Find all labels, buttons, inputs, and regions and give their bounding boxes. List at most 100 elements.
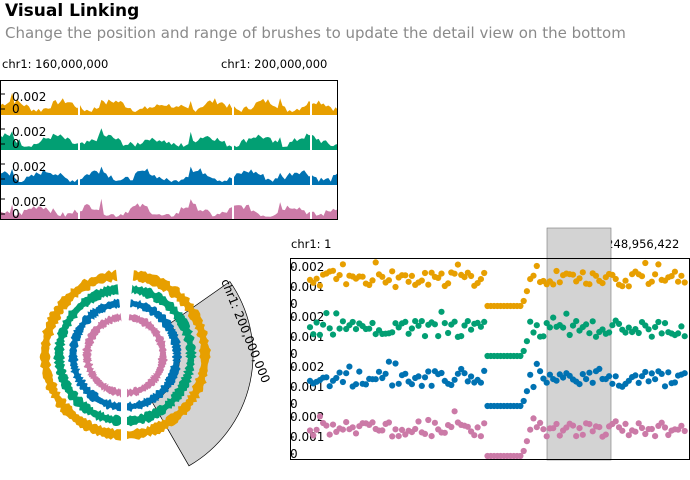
scatter-point [619,283,626,290]
scatter-point [612,275,619,283]
page-title: Visual Linking [5,1,140,21]
scatter-point [415,373,422,380]
scatter-point [652,324,659,331]
scatter-point [412,318,419,325]
track-gap [310,185,312,220]
scatter-point [606,329,613,336]
scatter-point [648,278,655,285]
scatter-point [326,383,333,390]
scatter-point [586,330,593,337]
scatter-point [415,322,422,329]
scatter-point [481,318,488,325]
scatter-point [408,325,415,332]
circular-overview[interactable]: chr1: 200,000,000 [20,255,280,475]
scatter-point [468,326,475,333]
scatter-point [339,378,346,386]
scatter-point [421,430,429,437]
scatter-point [454,370,461,377]
scatter-point [435,274,442,281]
scatter-point [642,430,649,438]
scatter-point [343,419,350,426]
top-view-left-label: chr1: 160,000,000 [2,57,109,71]
track-gap [232,80,234,115]
scatter-point [310,331,317,338]
scatter-point [464,318,471,325]
scatter-point [395,433,402,440]
scatter-point [339,426,346,433]
scatter-point [481,367,488,374]
scatter-point [445,280,452,287]
scatter-point [675,278,682,285]
scatter-point [451,376,458,383]
scatter-point [402,370,409,377]
scatter-point [451,270,458,277]
scatter-point [560,324,567,331]
scatter-point [352,430,360,437]
scatter-point [579,371,586,378]
scatter-point [599,326,606,333]
scatter-point [609,380,616,387]
scatter-point [336,369,343,376]
scatter-point [412,425,419,433]
scatter-point [665,369,672,376]
scatter-point [425,416,432,424]
scatter-point [313,426,320,433]
scatter-point [458,365,465,373]
scatter-point [339,318,346,325]
scatter-point [392,283,399,291]
scatter-point [658,419,665,426]
scatter-point [530,383,537,391]
scatter-point [553,267,560,275]
scatter-point [313,319,320,326]
scatter-point [418,277,425,284]
scatter-point [405,278,412,285]
scatter-point [392,426,399,433]
scatter-point [527,426,534,433]
track-gap [232,115,234,150]
scatter-point [471,432,478,439]
scatter-point [336,325,343,332]
scatter-point [356,368,363,375]
bottom-scatter-view[interactable]: 0.0020.00100.0020.00100.0020.00100.0020.… [290,227,690,461]
scatter-point [520,347,527,355]
scatter-point [592,333,600,340]
track-gap [78,150,80,185]
scatter-point [661,320,669,327]
scatter-point [369,419,376,426]
scatter-point [306,427,314,434]
scatter-point [425,368,432,375]
scatter-point [675,330,682,337]
scatter-point [389,433,396,440]
scatter-point [596,365,603,372]
scatter-point [385,358,392,365]
scatter-point [435,333,442,340]
scatter-point [329,267,337,274]
scatter-point [310,432,317,439]
scatter-point [648,370,655,377]
scatter-point [681,427,688,435]
scatter-point [560,374,567,381]
scatter-point [339,261,346,268]
scatter-point [477,433,484,440]
scatter-point [661,383,669,390]
scatter-point [681,279,688,286]
scatter-point [313,275,320,282]
scatter-point [477,323,484,330]
scatter-point [530,329,537,336]
scatter-point [546,324,553,331]
scatter-point [458,333,465,340]
scatter-point [678,323,685,330]
scatter-point [477,276,484,283]
scatter-point [517,302,524,310]
scatter-point [602,431,609,438]
scatter-point [661,424,669,431]
track-gap [78,185,80,220]
track-gap [78,115,80,150]
track-gap [232,150,234,185]
scatter-point [671,379,678,386]
scatter-point [527,318,534,325]
